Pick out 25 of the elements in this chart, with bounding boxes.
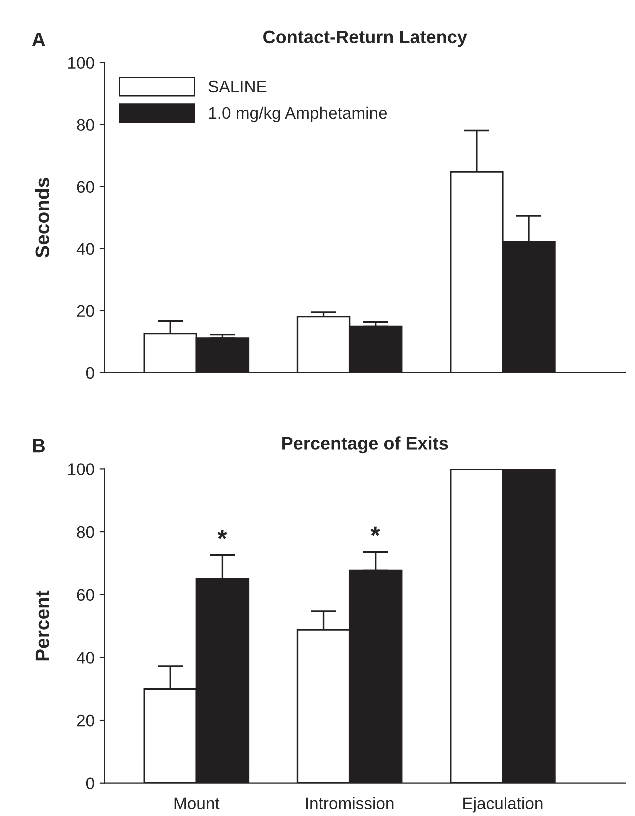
y-tick-label: 80 (77, 119, 94, 132)
y-tick-label: 40 (76, 652, 94, 664)
y-tick-label: 100 (68, 464, 94, 476)
annotation: * (370, 526, 380, 536)
annotation: * (218, 530, 228, 540)
y-axis-title: Percent (36, 590, 50, 661)
x-tick-label: Mount (174, 798, 220, 810)
x-tick-label: Intromission (306, 797, 394, 810)
y-tick-label: 60 (77, 181, 94, 194)
legend-label: SALINE (208, 80, 267, 93)
x-tick-label: Ejaculation (464, 797, 543, 813)
chart-title: Percentage of Exits (282, 436, 448, 454)
y-tick-label: 20 (77, 305, 94, 318)
chart-title: Contact-Return Latency (264, 30, 468, 48)
text: A (32, 33, 46, 46)
y-axis-title: Seconds (35, 178, 50, 258)
legend-label: 1.0 mg/kg Amphetamine (209, 106, 388, 122)
y-tick-label: 60 (77, 589, 94, 602)
y-tick-label: 0 (86, 778, 94, 790)
y-tick-label: 0 (86, 367, 94, 380)
y-tick-label: 100 (68, 57, 94, 70)
text: B (33, 439, 46, 453)
y-tick-label: 80 (77, 526, 94, 538)
y-tick-label: 40 (76, 243, 94, 256)
y-tick-label: 20 (77, 714, 94, 727)
